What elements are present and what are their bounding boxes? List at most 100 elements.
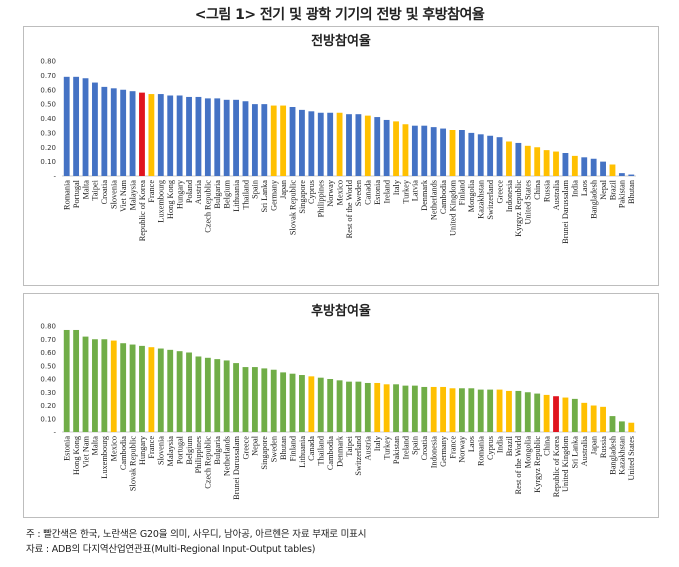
bar	[129, 91, 136, 176]
bar	[120, 343, 127, 432]
bar	[590, 158, 597, 176]
category-label: Philippines	[194, 436, 203, 473]
bar	[110, 88, 117, 176]
figure-title: <그림 1> 전기 및 광학 기기의 전방 및 후방참여율	[194, 7, 485, 23]
category-label: Sri Lanka	[260, 180, 269, 213]
bar	[195, 356, 202, 432]
category-label: Nepal	[599, 179, 608, 200]
bar	[289, 107, 296, 176]
bar	[496, 389, 503, 432]
bar	[204, 98, 211, 177]
category-label: Romania	[477, 436, 486, 466]
bar	[242, 101, 249, 176]
y-tick-label: -	[53, 429, 56, 437]
category-label: Denmark	[420, 179, 429, 211]
category-label: Luxembourg	[100, 436, 109, 479]
bar	[374, 117, 381, 176]
category-label: Canada	[364, 180, 373, 205]
bar	[336, 112, 343, 176]
bar	[214, 98, 221, 177]
category-label: Viet Nam	[119, 179, 128, 212]
bar	[223, 99, 230, 176]
bar	[628, 174, 635, 176]
bar	[430, 386, 437, 432]
bar	[92, 82, 98, 176]
bar	[167, 95, 174, 176]
category-label: France	[147, 436, 156, 459]
bar	[101, 86, 108, 176]
bar	[157, 348, 164, 432]
source-line: 자료 : ADB의 다지역산업연관표(Multi-Regional Input-…	[26, 544, 316, 555]
bar	[628, 422, 635, 432]
bar	[251, 367, 258, 432]
category-label: Japan	[589, 435, 598, 455]
bar	[543, 394, 550, 432]
category-label: Switzerland	[354, 435, 363, 475]
bar	[581, 402, 588, 432]
y-tick-label: 0.30	[40, 129, 56, 137]
bar	[468, 388, 475, 432]
category-label: Norway	[458, 435, 467, 463]
category-label: France	[147, 180, 156, 203]
y-tick-label: -	[53, 173, 56, 181]
bar	[477, 134, 484, 176]
category-label: Austria	[364, 436, 373, 461]
bar	[148, 347, 155, 432]
bar	[233, 99, 239, 176]
bar	[148, 94, 155, 176]
category-label: Czech Republic	[204, 180, 213, 233]
category-label: Thailand	[317, 435, 326, 465]
bar	[393, 384, 399, 432]
bar	[524, 145, 531, 176]
category-label: Ireland	[382, 179, 391, 203]
bar	[402, 385, 409, 433]
category-label: Romania	[63, 180, 72, 210]
category-label: Brunei Darussalam	[232, 435, 241, 499]
category-label: Croatia	[420, 436, 429, 461]
category-label: Laos	[580, 180, 589, 196]
category-label: Thailand	[241, 179, 250, 209]
category-label: Mexico	[110, 436, 119, 461]
category-label: Russia	[542, 180, 551, 202]
bar	[553, 151, 559, 176]
category-label: Lithuania	[232, 180, 241, 212]
category-label: Brazil	[608, 179, 617, 200]
category-label: Malta	[81, 180, 90, 200]
category-label: Japan	[279, 179, 288, 199]
category-label: China	[542, 436, 551, 456]
bar	[308, 376, 315, 432]
bar	[204, 357, 211, 432]
category-label: Lithuania	[298, 436, 307, 468]
y-tick-label: 0.10	[40, 158, 56, 166]
category-label: Slovenia	[157, 436, 166, 465]
bar	[186, 96, 192, 176]
category-label: Brazil	[505, 435, 514, 456]
category-label: Singapore	[298, 180, 307, 214]
category-label: Bhutan	[627, 179, 636, 204]
category-label: Mongolia	[524, 436, 533, 469]
bar	[534, 147, 541, 176]
category-label: Indonesia	[505, 180, 514, 213]
category-label: Malta	[91, 436, 100, 456]
category-label: Spain	[411, 435, 420, 455]
category-label: Cambodia	[326, 436, 335, 470]
category-label: Cyprus	[307, 180, 316, 204]
category-label: Kyrgyz Republic	[514, 180, 523, 237]
category-label: Italy	[373, 435, 382, 451]
y-tick-label: 0.20	[40, 402, 56, 410]
bar	[355, 381, 362, 432]
y-tick-label: 0.80	[40, 323, 56, 331]
category-label: Italy	[392, 179, 401, 195]
category-label: Kyrgyz Republic	[533, 436, 542, 493]
bar	[496, 137, 503, 176]
category-label: Bangladesh	[608, 435, 617, 475]
bar	[506, 141, 512, 176]
bar	[430, 127, 437, 177]
category-label: Sweden	[270, 435, 279, 462]
backward-chart-title: 후방참여율	[311, 304, 371, 319]
bar	[261, 368, 268, 432]
note-line: 주 : 빨간색은 한국, 노란색은 G20을 의미, 사우디, 남아공, 아르헨…	[26, 529, 367, 540]
bar	[618, 421, 625, 432]
bar	[129, 344, 136, 432]
category-label: Sweden	[354, 179, 363, 206]
